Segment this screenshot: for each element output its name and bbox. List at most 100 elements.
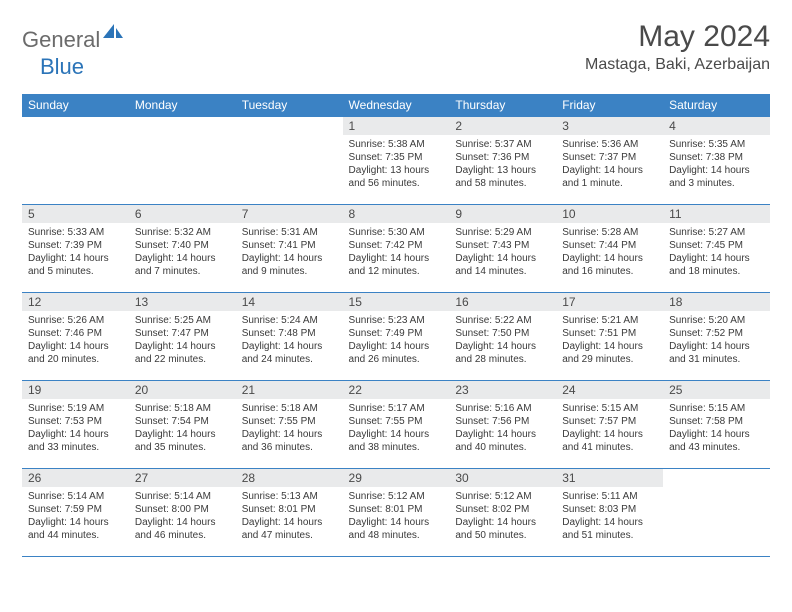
day-details: Sunrise: 5:13 AMSunset: 8:01 PMDaylight:… [236,487,343,544]
day-number: 2 [449,117,556,135]
daylight-text: Daylight: 14 hours and 7 minutes. [135,252,230,278]
calendar-week: 19Sunrise: 5:19 AMSunset: 7:53 PMDayligh… [22,381,770,469]
day-number: 15 [343,293,450,311]
day-details: Sunrise: 5:29 AMSunset: 7:43 PMDaylight:… [449,223,556,280]
day-details: Sunrise: 5:28 AMSunset: 7:44 PMDaylight:… [556,223,663,280]
day-details: Sunrise: 5:33 AMSunset: 7:39 PMDaylight:… [22,223,129,280]
day-number: 24 [556,381,663,399]
sunset-text: Sunset: 7:42 PM [349,239,444,252]
calendar-day: 26Sunrise: 5:14 AMSunset: 7:59 PMDayligh… [22,469,129,557]
calendar-day: 10Sunrise: 5:28 AMSunset: 7:44 PMDayligh… [556,205,663,293]
sunrise-text: Sunrise: 5:11 AM [562,490,657,503]
calendar-day: 16Sunrise: 5:22 AMSunset: 7:50 PMDayligh… [449,293,556,381]
calendar-day: 25Sunrise: 5:15 AMSunset: 7:58 PMDayligh… [663,381,770,469]
day-details: Sunrise: 5:22 AMSunset: 7:50 PMDaylight:… [449,311,556,368]
calendar-day: 11Sunrise: 5:27 AMSunset: 7:45 PMDayligh… [663,205,770,293]
sunset-text: Sunset: 7:59 PM [28,503,123,516]
brand-part1: General [22,27,100,53]
calendar-day: 1Sunrise: 5:38 AMSunset: 7:35 PMDaylight… [343,117,450,205]
day-number: 23 [449,381,556,399]
sunrise-text: Sunrise: 5:20 AM [669,314,764,327]
sunrise-text: Sunrise: 5:21 AM [562,314,657,327]
sunrise-text: Sunrise: 5:29 AM [455,226,550,239]
day-details: Sunrise: 5:12 AMSunset: 8:01 PMDaylight:… [343,487,450,544]
day-number: 17 [556,293,663,311]
daylight-text: Daylight: 14 hours and 47 minutes. [242,516,337,542]
daylight-text: Daylight: 14 hours and 26 minutes. [349,340,444,366]
day-details: Sunrise: 5:37 AMSunset: 7:36 PMDaylight:… [449,135,556,192]
daylight-text: Daylight: 14 hours and 40 minutes. [455,428,550,454]
sunrise-text: Sunrise: 5:15 AM [562,402,657,415]
sunset-text: Sunset: 8:03 PM [562,503,657,516]
day-number: 3 [556,117,663,135]
daylight-text: Daylight: 14 hours and 18 minutes. [669,252,764,278]
daylight-text: Daylight: 14 hours and 12 minutes. [349,252,444,278]
day-number: 21 [236,381,343,399]
sunset-text: Sunset: 7:47 PM [135,327,230,340]
day-details: Sunrise: 5:14 AMSunset: 8:00 PMDaylight:… [129,487,236,544]
calendar-day: 9Sunrise: 5:29 AMSunset: 7:43 PMDaylight… [449,205,556,293]
calendar-day: 8Sunrise: 5:30 AMSunset: 7:42 PMDaylight… [343,205,450,293]
day-details: Sunrise: 5:12 AMSunset: 8:02 PMDaylight:… [449,487,556,544]
calendar-table: SundayMondayTuesdayWednesdayThursdayFrid… [22,94,770,557]
day-details: Sunrise: 5:30 AMSunset: 7:42 PMDaylight:… [343,223,450,280]
day-details: Sunrise: 5:21 AMSunset: 7:51 PMDaylight:… [556,311,663,368]
daylight-text: Daylight: 14 hours and 38 minutes. [349,428,444,454]
calendar-day: 20Sunrise: 5:18 AMSunset: 7:54 PMDayligh… [129,381,236,469]
calendar-day: 5Sunrise: 5:33 AMSunset: 7:39 PMDaylight… [22,205,129,293]
day-details: Sunrise: 5:18 AMSunset: 7:55 PMDaylight:… [236,399,343,456]
day-number: 18 [663,293,770,311]
day-details: Sunrise: 5:19 AMSunset: 7:53 PMDaylight:… [22,399,129,456]
sunrise-text: Sunrise: 5:26 AM [28,314,123,327]
sunrise-text: Sunrise: 5:16 AM [455,402,550,415]
sunrise-text: Sunrise: 5:24 AM [242,314,337,327]
calendar-empty [22,117,129,205]
calendar-day: 31 Sunrise: 5:11 AMSunset: 8:03 PMDayligh… [556,469,663,557]
calendar-week: 26Sunrise: 5:14 AMSunset: 7:59 PMDayligh… [22,469,770,557]
month-title: May 2024 [585,20,770,54]
sunrise-text: Sunrise: 5:37 AM [455,138,550,151]
daylight-text: Daylight: 14 hours and 24 minutes. [242,340,337,366]
calendar-day: 19Sunrise: 5:19 AMSunset: 7:53 PMDayligh… [22,381,129,469]
daylight-text: Daylight: 14 hours and 5 minutes. [28,252,123,278]
sunset-text: Sunset: 7:55 PM [242,415,337,428]
day-header: Wednesday [343,94,450,117]
day-number: 7 [236,205,343,223]
calendar-day: 17Sunrise: 5:21 AMSunset: 7:51 PMDayligh… [556,293,663,381]
day-number: 31 [556,469,663,487]
calendar-week: 5Sunrise: 5:33 AMSunset: 7:39 PMDaylight… [22,205,770,293]
sunset-text: Sunset: 8:01 PM [242,503,337,516]
calendar-body: 1Sunrise: 5:38 AMSunset: 7:35 PMDaylight… [22,117,770,557]
sunrise-text: Sunrise: 5:19 AM [28,402,123,415]
day-details: Sunrise: 5:35 AMSunset: 7:38 PMDaylight:… [663,135,770,192]
calendar-day: 21Sunrise: 5:18 AMSunset: 7:55 PMDayligh… [236,381,343,469]
day-details: Sunrise: 5:31 AMSunset: 7:41 PMDaylight:… [236,223,343,280]
sunset-text: Sunset: 7:57 PM [562,415,657,428]
calendar-day: 4Sunrise: 5:35 AMSunset: 7:38 PMDaylight… [663,117,770,205]
day-details: Sunrise: 5:18 AMSunset: 7:54 PMDaylight:… [129,399,236,456]
calendar-head: SundayMondayTuesdayWednesdayThursdayFrid… [22,94,770,117]
calendar-day: 30Sunrise: 5:12 AMSunset: 8:02 PMDayligh… [449,469,556,557]
day-details: Sunrise: 5:23 AMSunset: 7:49 PMDaylight:… [343,311,450,368]
day-number: 19 [22,381,129,399]
sunset-text: Sunset: 7:41 PM [242,239,337,252]
sunrise-text: Sunrise: 5:32 AM [135,226,230,239]
calendar-day: 6Sunrise: 5:32 AMSunset: 7:40 PMDaylight… [129,205,236,293]
day-details: Sunrise: 5:14 AMSunset: 7:59 PMDaylight:… [22,487,129,544]
sunset-text: Sunset: 7:40 PM [135,239,230,252]
daylight-text: Daylight: 14 hours and 51 minutes. [562,516,657,542]
calendar-day: 3Sunrise: 5:36 AMSunset: 7:37 PMDaylight… [556,117,663,205]
calendar-week: 12Sunrise: 5:26 AMSunset: 7:46 PMDayligh… [22,293,770,381]
daylight-text: Daylight: 13 hours and 56 minutes. [349,164,444,190]
daylight-text: Daylight: 14 hours and 28 minutes. [455,340,550,366]
daylight-text: Daylight: 14 hours and 1 minute. [562,164,657,190]
calendar-day: 18Sunrise: 5:20 AMSunset: 7:52 PMDayligh… [663,293,770,381]
day-number: 14 [236,293,343,311]
calendar-day: 24Sunrise: 5:15 AMSunset: 7:57 PMDayligh… [556,381,663,469]
daylight-text: Daylight: 13 hours and 58 minutes. [455,164,550,190]
sunrise-text: Sunrise: 5:22 AM [455,314,550,327]
day-details: Sunrise: 5:26 AMSunset: 7:46 PMDaylight:… [22,311,129,368]
day-number: 12 [22,293,129,311]
sunrise-text: Sunrise: 5:18 AM [242,402,337,415]
calendar-day: 2Sunrise: 5:37 AMSunset: 7:36 PMDaylight… [449,117,556,205]
